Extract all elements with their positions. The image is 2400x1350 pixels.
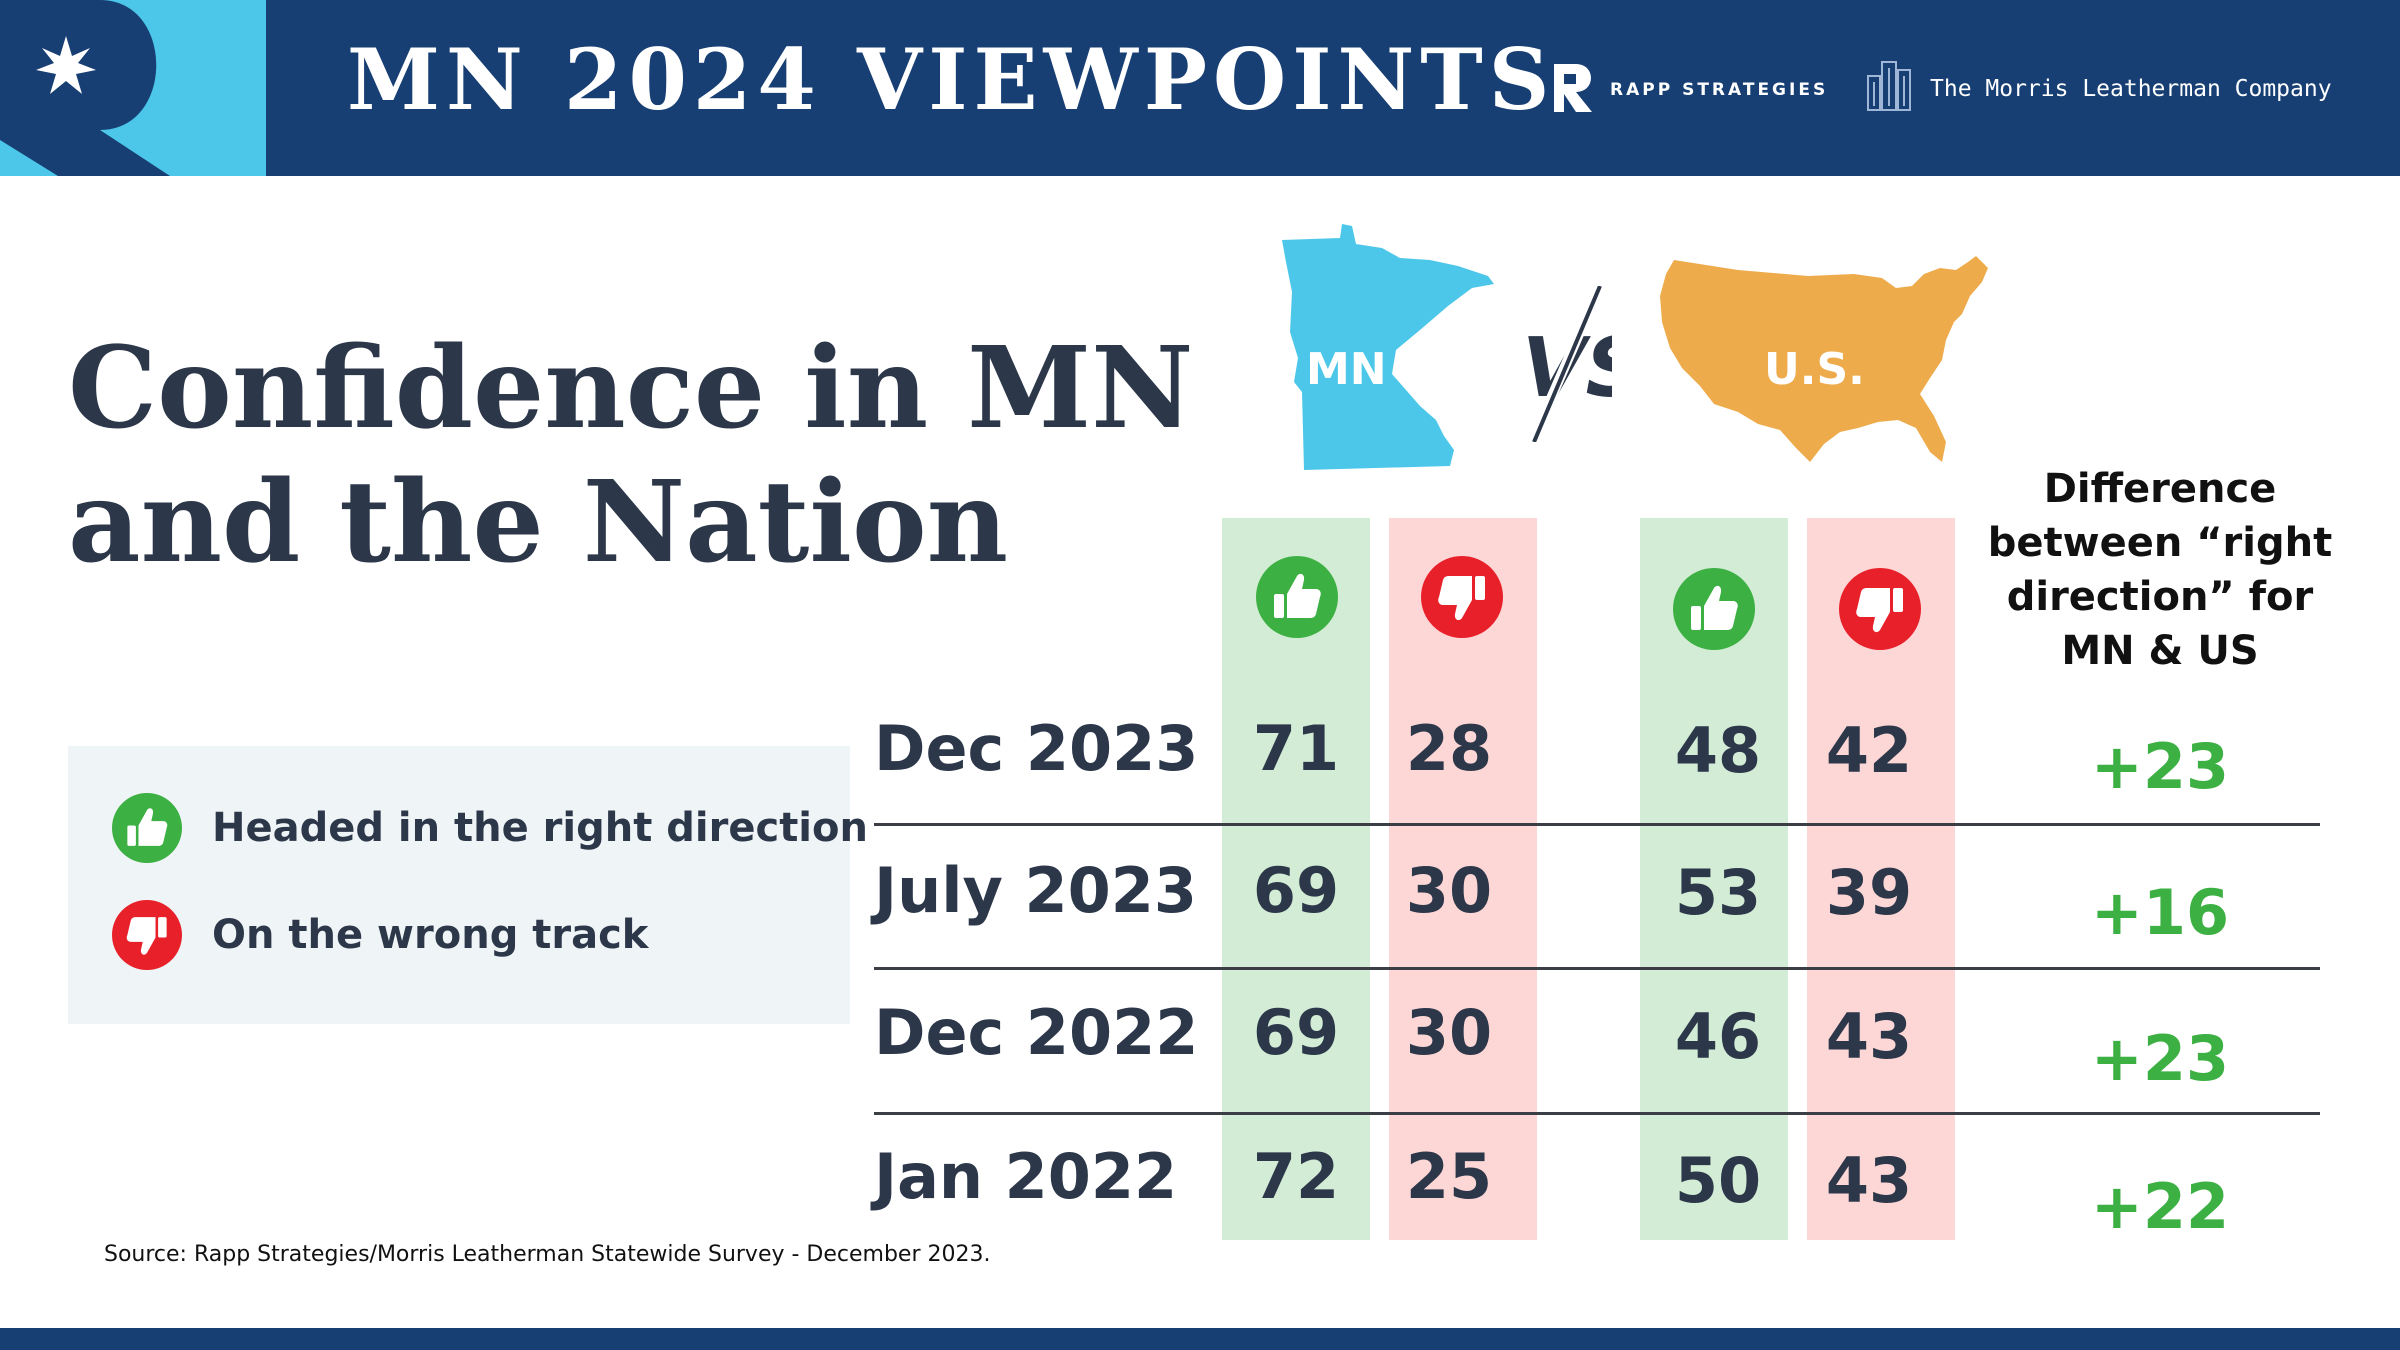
mn-wrong-value: 25 [1405,1140,1493,1213]
difference-value: +23 [2090,730,2230,803]
diff-header-line-2: between “right [1987,520,2333,566]
mn-right-value: 69 [1252,854,1340,927]
header-bar: MN 2024 VIEWPOINTS RAPP STRATEGIES The M… [0,0,2400,176]
header-title: MN 2024 VIEWPOINTS [347,30,1556,129]
row-label: Dec 2023 [874,712,1199,785]
diff-header-line-4: MN & US [2061,628,2259,674]
row-label: July 2023 [874,854,1198,927]
mn-thumbs-up-icon [1256,556,1338,638]
difference-value: +16 [2090,876,2230,949]
footer-bar [0,1328,2400,1350]
brand-logo [0,0,266,176]
minnesota-map-icon [1282,224,1494,470]
us-wrong-value: 43 [1825,1000,1913,1073]
legend-wrong-label: On the wrong track [212,912,649,958]
us-wrong-value: 42 [1825,714,1913,787]
legend: Headed in the right direction On the wro… [68,746,868,1024]
partner-morris-leatherman: The Morris Leatherman Company [1930,76,2332,102]
diff-header-line-1: Difference [2043,466,2277,512]
us-right-value: 53 [1674,856,1762,929]
source-note: Source: Rapp Strategies/Morris Leatherma… [104,1242,991,1267]
us-right-value: 50 [1674,1144,1762,1217]
difference-value: +23 [2090,1022,2230,1095]
r-logo-icon [0,0,170,176]
mn-right-value: 69 [1252,996,1340,1069]
mn-right-column [1222,518,1370,1240]
mn-wrong-value: 30 [1405,854,1493,927]
row-divider [874,1112,2320,1115]
building-icon [1867,61,1911,111]
us-right-value: 48 [1674,714,1762,787]
thumbs-down-icon [112,900,182,970]
row-label: Jan 2022 [874,1140,1178,1213]
difference-value: +22 [2090,1170,2230,1243]
mn-right-value: 71 [1252,712,1340,785]
us-thumbs-down-icon [1839,568,1921,650]
versus-icon: VS [1522,286,1612,442]
mn-wrong-value: 30 [1405,996,1493,1069]
us-label: U.S. [1764,344,1865,395]
legend-right-label: Headed in the right direction [212,805,868,851]
thumbs-up-icon [112,793,182,863]
us-wrong-value: 43 [1825,1144,1913,1217]
mn-thumbs-down-icon [1421,556,1503,638]
mn-label: MN [1306,344,1387,395]
diff-header-line-3: direction” for [2006,574,2314,620]
us-wrong-value: 39 [1825,856,1913,929]
rapp-r-icon [1554,64,1592,112]
title-line-1: Confidence in MN [68,323,1194,454]
mn-right-value: 72 [1252,1140,1340,1213]
us-thumbs-up-icon [1673,568,1755,650]
row-divider [874,967,2320,970]
legend-right-direction: Headed in the right direction [112,793,868,863]
us-map-icon [1660,256,1988,462]
us-right-value: 46 [1674,1000,1762,1073]
mn-wrong-value: 28 [1405,712,1493,785]
row-label: Dec 2022 [874,996,1199,1069]
title-line-2: and the Nation [68,457,1009,588]
legend-wrong-track: On the wrong track [112,900,648,970]
partner-rapp: RAPP STRATEGIES [1610,80,1829,100]
page-title: Confidence in MN and the Nation [68,322,1193,590]
row-divider [874,823,2320,826]
difference-header: Difference between “right direction” for… [1980,462,2340,678]
mn-wrong-column [1389,518,1537,1240]
